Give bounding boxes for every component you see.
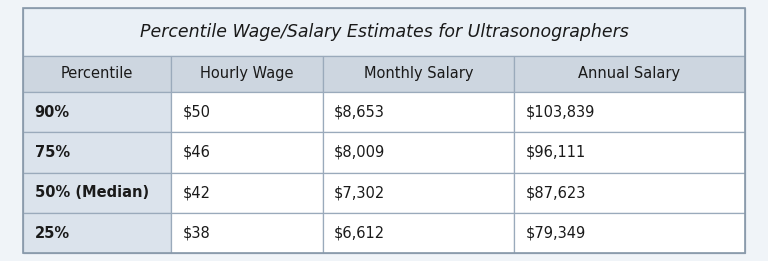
Text: $42: $42 [183,185,210,200]
Text: $8,653: $8,653 [334,105,385,120]
Text: $87,623: $87,623 [525,185,586,200]
Bar [23,173,171,213]
Bar [23,92,171,132]
Text: $50: $50 [183,105,210,120]
Text: Hourly Wage: Hourly Wage [200,66,293,81]
Bar [514,173,745,213]
Text: 90%: 90% [35,105,70,120]
Bar [23,8,745,56]
Text: $79,349: $79,349 [525,226,586,241]
Bar [323,92,514,132]
Text: $6,612: $6,612 [334,226,386,241]
Text: $7,302: $7,302 [334,185,386,200]
Bar [171,92,323,132]
Bar [323,132,514,173]
Text: Annual Salary: Annual Salary [578,66,680,81]
Bar [23,56,171,92]
Text: Percentile Wage/Salary Estimates for Ultrasonographers: Percentile Wage/Salary Estimates for Ult… [140,23,628,41]
Bar [323,56,514,92]
Bar [323,213,514,253]
Bar [514,213,745,253]
Bar [323,173,514,213]
Bar [514,92,745,132]
Bar [171,132,323,173]
Text: Monthly Salary: Monthly Salary [363,66,473,81]
Text: Percentile: Percentile [61,66,133,81]
Text: $8,009: $8,009 [334,145,386,160]
Bar [514,132,745,173]
Bar [23,132,171,173]
Bar [171,213,323,253]
Bar [514,56,745,92]
Text: 50% (Median): 50% (Median) [35,185,149,200]
Text: 75%: 75% [35,145,70,160]
Bar [171,173,323,213]
Text: $96,111: $96,111 [525,145,586,160]
Bar [171,56,323,92]
Text: $103,839: $103,839 [525,105,595,120]
Text: 25%: 25% [35,226,70,241]
Bar [23,213,171,253]
Text: $38: $38 [183,226,210,241]
Text: $46: $46 [183,145,210,160]
